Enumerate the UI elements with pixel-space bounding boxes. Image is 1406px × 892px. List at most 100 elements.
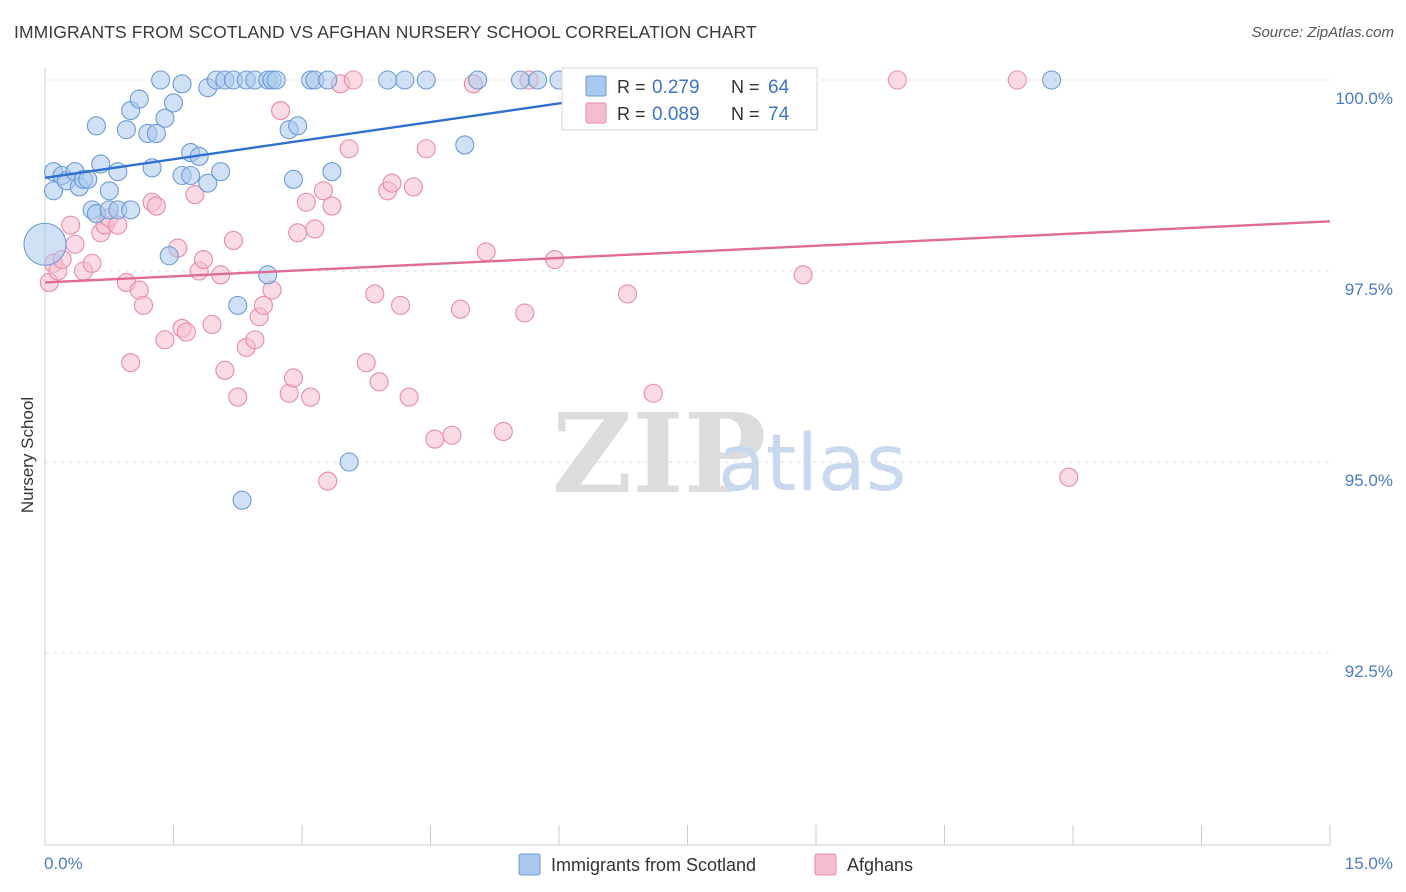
scotland-point [288,116,308,136]
afghans-point [1007,70,1027,90]
afghans-point [61,215,81,235]
scotland-point [44,181,64,201]
afghans-point [617,284,638,304]
afghans-point [121,353,141,373]
legend-n-label-pink: N = [731,104,760,124]
afghans-point [185,185,205,205]
afghans-point [223,230,244,250]
scotland-point [468,70,488,90]
scotland-point [283,169,303,189]
afghans-point [416,139,436,159]
scotland-point [455,135,475,155]
scotland-point [129,89,149,109]
x-tick-label: 15.0% [1345,854,1393,873]
scotland-point [181,165,201,186]
scotland-point [198,173,218,193]
stats-legend: R = 0.279 N = 64 R = 0.089 N = 74 [561,67,818,131]
scotland-point [78,169,98,189]
afghans-point [155,330,175,350]
legend-n-value-pink: 74 [768,104,790,125]
afghans-point [215,360,235,380]
afghans-point [271,101,291,121]
legend-n-label-blue: N = [731,77,760,97]
scotland-point [121,200,141,220]
legend-swatch-scotland [518,853,541,876]
grid-lines [45,79,1330,654]
afghans-point [339,139,359,159]
afghans-point [283,368,303,388]
afghans-point [382,173,402,193]
afghans-point [288,223,308,243]
chart-title: IMMIGRANTS FROM SCOTLAND VS AFGHAN NURSE… [14,22,757,42]
scotland-point [416,70,436,90]
afghans-point [515,303,535,323]
afghans-point [1059,467,1079,487]
afghans-point [65,234,85,254]
watermark-zip: ZIP [552,389,766,518]
scotland-point [232,490,252,510]
scotland-point [211,162,231,182]
legend-n-value-blue: 64 [768,77,790,98]
afghans-point [301,387,321,407]
afghans-point [82,253,102,273]
scotland-point [395,70,415,90]
axes [44,68,1331,846]
scotland-point [159,246,179,266]
blue-swatch [585,75,607,97]
scotland-point [1042,70,1062,90]
afghans-point [643,383,663,403]
afghans-point [887,70,907,90]
series-legend: Immigrants from Scotland Afghans [518,853,913,876]
afghans-point [176,322,196,342]
x-tick-label: 0.0% [44,854,83,873]
scotland-point [172,74,192,94]
afghans-points [39,70,1079,491]
afghans-point [450,299,471,319]
afghans-point [253,295,274,315]
afghans-point [193,249,214,270]
legend-label-scotland: Immigrants from Scotland [551,855,756,875]
legend-r-label-pink: R = [617,104,646,124]
scotland-point [99,181,119,201]
y-axis-label: Nursery School [18,397,37,513]
scotland-point [258,265,278,285]
scotland-point [155,108,175,128]
scotland-point [23,222,67,266]
legend-r-value-pink: 0.089 [652,104,700,125]
afghans-point [369,372,389,392]
afghans-point [343,70,363,90]
afghans-point [305,219,325,239]
legend-label-afghans: Afghans [847,855,913,875]
afghans-point [228,387,248,407]
afghans-point [493,421,513,441]
afghans-point [399,387,419,407]
afghans-point [442,425,462,445]
afghans-point [793,265,813,285]
scotland-point [163,93,184,113]
legend-r-label-blue: R = [617,77,646,97]
scotland-point [146,123,166,144]
afghans-point [202,314,222,335]
watermark-atlas: atlas [718,419,907,509]
afghans-point [296,192,316,212]
y-tick-label: 97.5% [1345,280,1393,299]
y-tick-label: 92.5% [1345,662,1393,681]
afghans-point [245,330,265,350]
afghans-point [313,181,333,201]
tick-labels: 92.5% 95.0% 97.5% 100.0% 0.0% 15.0% [44,89,1393,873]
scotland-point [322,162,342,182]
scotland-point [266,70,286,90]
scotland-point [339,452,359,472]
scotland-point [116,120,136,140]
afghans-point [390,295,411,315]
watermark: ZIP atlas [552,389,907,518]
afghans-point [356,353,376,373]
pink-swatch [585,102,607,124]
scotland-point [228,295,248,315]
legend-r-value-blue: 0.279 [652,77,700,98]
afghans-point [476,242,496,262]
afghans-point [322,196,342,216]
afghans-point [365,284,385,304]
scotland-point [528,70,548,90]
